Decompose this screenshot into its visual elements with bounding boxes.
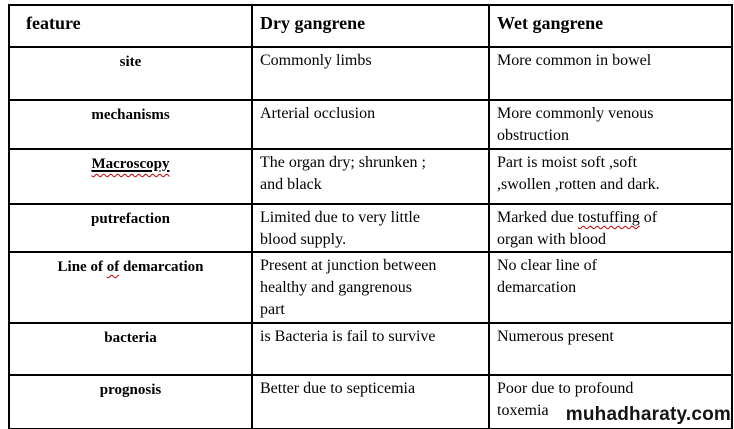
watermark: muhadharaty.com	[565, 404, 731, 425]
table-row: mechanisms Arterial occlusion More commonl…	[8, 99, 733, 150]
dry-gangrene-cell: The organ dry; shrunken ; and black	[251, 148, 490, 205]
header-cell-dry-gangrene: Dry gangrene	[251, 4, 490, 48]
gangrene-comparison-table: feature Dry gangrene Wet gangrene site Co…	[8, 4, 733, 429]
table-row: prognosis Better due to septicemia Poor du…	[8, 374, 733, 429]
feature-cell: prognosis	[8, 374, 253, 429]
table-row: site Commonly limbs More common in bowel	[8, 46, 733, 101]
feature-cell: site	[8, 46, 253, 101]
wet-gangrene-cell: Marked due tostuffing of organ with bloo…	[488, 203, 733, 253]
feature-cell: Line of of demarcation	[8, 251, 253, 324]
table-body: site Commonly limbs More common in bowel me…	[8, 46, 733, 429]
wet-gangrene-cell: Part is moist soft ,soft ,swollen ,rotte…	[488, 148, 733, 205]
header-row: feature Dry gangrene Wet gangrene	[8, 4, 733, 48]
wet-gangrene-cell: Poor due to profound toxemia	[488, 374, 733, 429]
wet-gangrene-cell: More commonly venous obstruction	[488, 99, 733, 150]
feature-cell: putrefaction	[8, 203, 253, 253]
table-header: feature Dry gangrene Wet gangrene	[8, 4, 733, 48]
table-row: Macroscopy The organ dry; shrunken ; and …	[8, 148, 733, 205]
dry-gangrene-cell: Present at junction between healthy and …	[251, 251, 490, 324]
wet-gangrene-cell: No clear line of demarcation	[488, 251, 733, 324]
wet-gangrene-cell: More common in bowel	[488, 46, 733, 101]
dry-gangrene-cell: Arterial occlusion	[251, 99, 490, 150]
dry-gangrene-cell: Limited due to very little blood supply.	[251, 203, 490, 253]
header-cell-wet-gangrene: Wet gangrene	[488, 4, 733, 48]
table-row: bacteria is Bacteria is fail to survive Nu…	[8, 322, 733, 376]
table-row: putrefaction Limited due to very little b…	[8, 203, 733, 253]
dry-gangrene-cell: Better due to septicemia	[251, 374, 490, 429]
table-row: Line of of demarcation Present at junctio…	[8, 251, 733, 324]
feature-cell: Macroscopy	[8, 148, 253, 205]
dry-gangrene-cell: is Bacteria is fail to survive	[251, 322, 490, 376]
feature-cell: mechanisms	[8, 99, 253, 150]
header-cell-feature: feature	[8, 4, 253, 48]
feature-cell: bacteria	[8, 322, 253, 376]
wet-gangrene-cell: Numerous present	[488, 322, 733, 376]
dry-gangrene-cell: Commonly limbs	[251, 46, 490, 101]
